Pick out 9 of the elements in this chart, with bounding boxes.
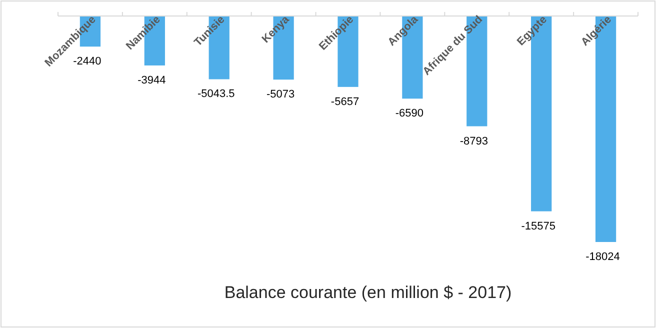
data-label: -5043.5 — [197, 88, 235, 100]
data-label: -15575 — [521, 220, 556, 232]
data-label: -6590 — [395, 108, 424, 120]
data-label: -8793 — [460, 135, 488, 148]
data-label: -18024 — [586, 251, 620, 263]
text: Balance courante (en million $ - 2017) — [224, 283, 512, 302]
data-label: -5657 — [330, 96, 360, 108]
data-label: -3944 — [138, 74, 166, 86]
data-label: -5073 — [266, 88, 295, 101]
